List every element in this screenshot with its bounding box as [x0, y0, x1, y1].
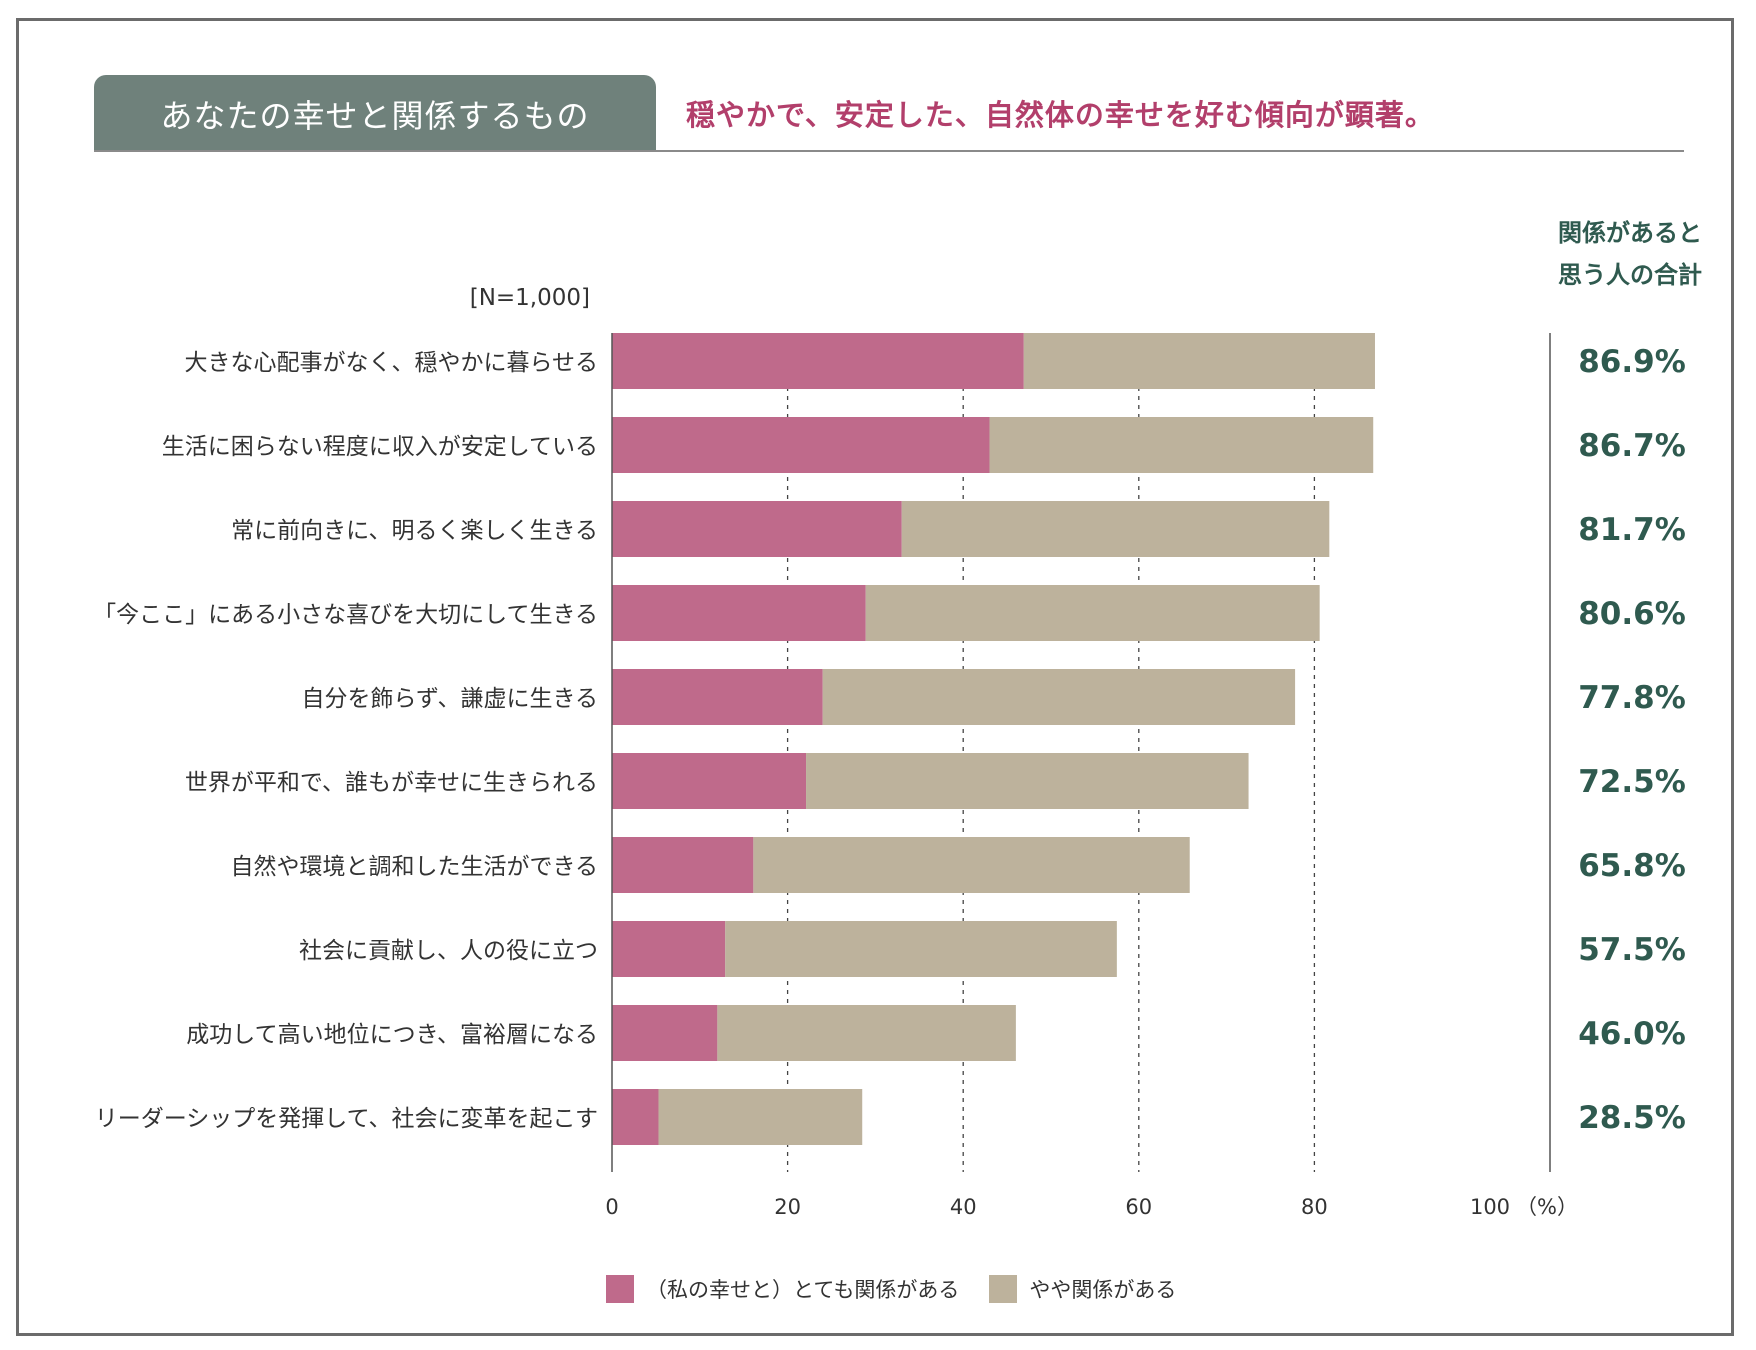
total-value-2: 81.7%: [1578, 512, 1686, 548]
total-value-0: 86.9%: [1578, 344, 1686, 380]
x-tick-label-40: 40: [950, 1195, 977, 1219]
chart-title: あなたの幸せと関係するもの: [160, 96, 590, 135]
category-label-1: 生活に困らない程度に収入が安定している: [162, 434, 598, 460]
chart-subtitle: 穏やかで、安定した、自然体の幸せを好む傾向が顕著。: [686, 98, 1435, 132]
x-tick-label-80: 80: [1301, 1195, 1328, 1219]
legend-item-somewhat: やや関係がある: [989, 1274, 1176, 1304]
chart-legend: （私の幸せと）とても関係がある やや関係がある: [606, 1274, 1206, 1304]
x-tick-label-100: 100: [1470, 1195, 1510, 1219]
bar-somewhat-9: [658, 1089, 863, 1145]
legend-swatch-very: [606, 1275, 634, 1303]
total-header-line1: 関係があると: [1558, 219, 1702, 247]
category-label-2: 常に前向きに、明るく楽しく生きる: [231, 518, 598, 544]
bar-somewhat-5: [806, 753, 1249, 809]
category-label-7: 社会に貢献し、人の役に立つ: [299, 938, 598, 964]
header-divider: [94, 150, 1684, 152]
bar-somewhat-8: [717, 1005, 1016, 1061]
total-value-3: 80.6%: [1578, 596, 1686, 632]
category-label-3: 「今ここ」にある小さな喜びを大切にして生きる: [93, 602, 598, 628]
bar-somewhat-1: [989, 417, 1374, 473]
bar-somewhat-0: [1023, 333, 1375, 389]
category-label-9: リーダーシップを発揮して、社会に変革を起こす: [95, 1106, 598, 1132]
bar-very-1: [612, 417, 990, 473]
bar-very-0: [612, 333, 1024, 389]
bar-somewhat-6: [753, 837, 1190, 893]
total-value-1: 86.7%: [1578, 428, 1686, 464]
bar-somewhat-7: [725, 921, 1117, 977]
total-header-line2: 思う人の合計: [1558, 261, 1702, 289]
x-tick-label-60: 60: [1125, 1195, 1152, 1219]
x-unit-label: （%）: [1516, 1195, 1578, 1219]
total-column-header: 関係があると 思う人の合計: [1530, 212, 1730, 296]
bar-very-4: [612, 669, 823, 725]
total-value-7: 57.5%: [1578, 932, 1686, 968]
chart-title-tab: あなたの幸せと関係するもの: [94, 75, 656, 152]
bar-somewhat-3: [865, 585, 1320, 641]
category-label-8: 成功して高い地位につき、富裕層になる: [186, 1022, 598, 1048]
legend-swatch-somewhat: [989, 1275, 1018, 1303]
total-value-8: 46.0%: [1578, 1016, 1686, 1052]
category-label-0: 大きな心配事がなく、穏やかに暮らせる: [184, 350, 598, 376]
bar-very-9: [612, 1089, 659, 1145]
bar-very-7: [612, 921, 726, 977]
bar-very-6: [612, 837, 754, 893]
legend-label-somewhat: やや関係がある: [1029, 1278, 1177, 1302]
bar-somewhat-2: [901, 501, 1330, 557]
total-value-6: 65.8%: [1578, 848, 1686, 884]
total-value-9: 28.5%: [1578, 1100, 1686, 1136]
category-label-6: 自然や環境と調和した生活ができる: [230, 854, 598, 880]
total-value-4: 77.8%: [1578, 680, 1686, 716]
bar-very-8: [612, 1005, 718, 1061]
category-label-5: 世界が平和で、誰もが幸せに生きられる: [185, 770, 598, 796]
legend-label-very: （私の幸せと）とても関係がある: [646, 1278, 960, 1302]
x-tick-label-0: 0: [605, 1195, 618, 1219]
bar-very-2: [612, 501, 902, 557]
sample-size-label: [N=1,000]: [469, 285, 590, 311]
bar-very-5: [612, 753, 807, 809]
bar-somewhat-4: [822, 669, 1296, 725]
total-value-5: 72.5%: [1578, 764, 1686, 800]
legend-item-very: （私の幸せと）とても関係がある: [606, 1274, 959, 1304]
chart-frame: [16, 18, 1734, 1336]
x-tick-label-20: 20: [774, 1195, 801, 1219]
category-label-4: 自分を飾らず、謙虚に生きる: [302, 686, 598, 712]
bar-very-3: [612, 585, 866, 641]
